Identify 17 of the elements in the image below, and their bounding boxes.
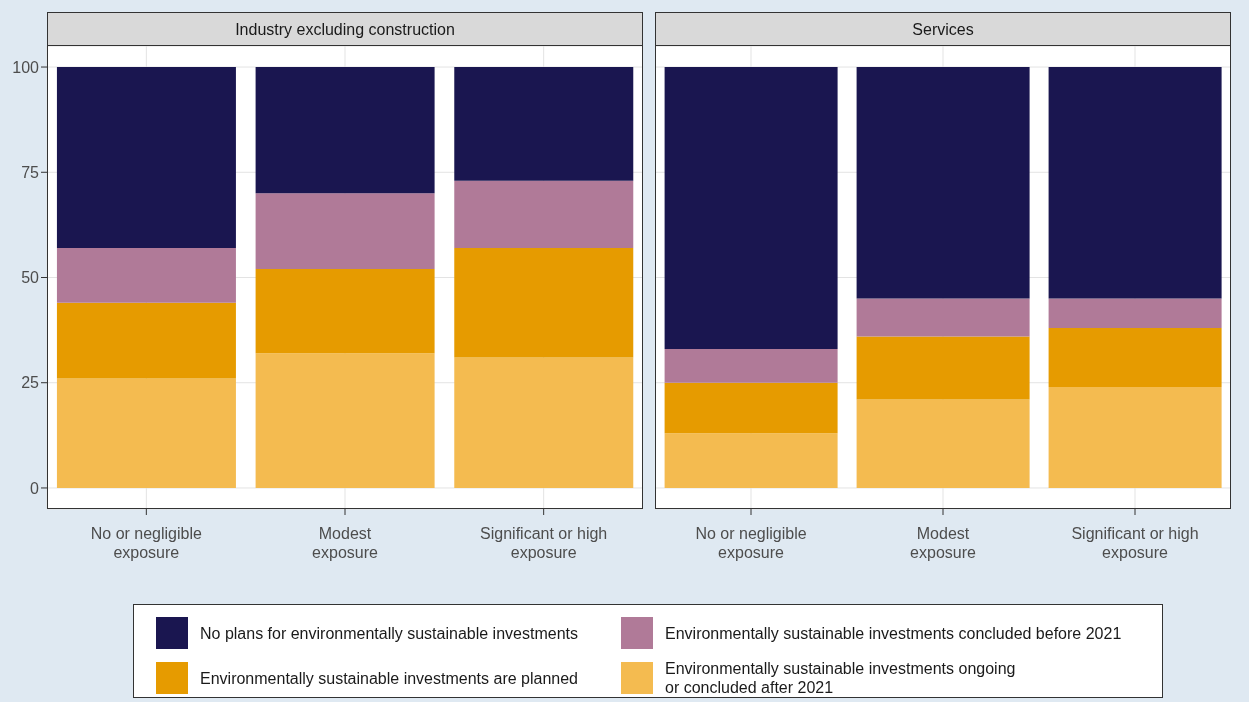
x-tick-label: Significant or high exposure (1071, 525, 1199, 561)
chart-title: Services (912, 20, 974, 39)
y-tick-label: 0 (30, 479, 40, 497)
x-tick-label: Modest exposure (312, 525, 379, 561)
x-tick-label: No or negligible exposure (90, 525, 203, 561)
x-tick-label: Significant or high exposure (480, 525, 608, 561)
y-tick-label: 50 (21, 269, 40, 287)
legend-label: No plans for environmentally sustainable investments (200, 623, 578, 643)
x-tick-label: No or negligible exposure (695, 525, 807, 561)
x-tick-label: Modest exposure (910, 525, 977, 561)
legend-label: Environmentally sustainable investments concluded before 2021 (665, 623, 1122, 643)
chart-title: Industry excluding construction (235, 20, 455, 39)
y-tick-label: 100 (12, 58, 40, 76)
legend-label: Environmentally sustainable investments are planned (200, 668, 578, 688)
y-tick-label: 25 (21, 374, 40, 392)
y-tick-label: 75 (21, 163, 40, 181)
legend-label: Environmentally sustainable investments ongoing or concluded after 2021 (665, 659, 1016, 697)
